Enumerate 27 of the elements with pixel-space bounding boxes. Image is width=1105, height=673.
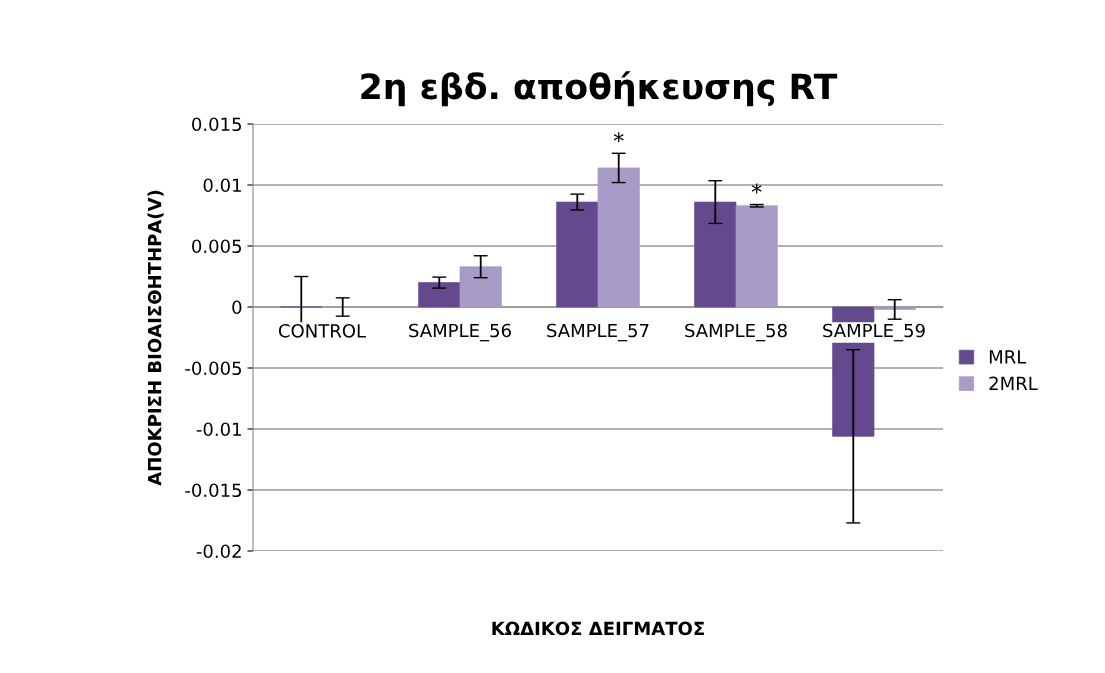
bar: [694, 201, 737, 308]
data-label: *: [613, 132, 624, 143]
x-axis-title: ΚΩΔΙΚΟΣ ΔΕΙΓΜΑΤΟΣ: [492, 621, 704, 636]
bar: [873, 306, 916, 310]
x-tick-label: SAMPLE_57: [547, 323, 649, 342]
x-tick-label: SAMPLE_58: [685, 323, 787, 342]
y-tick-label: -0.015: [185, 483, 242, 498]
bar: [735, 205, 778, 308]
chart-title: 2η εβδ. αποθήκευσης RT: [361, 71, 838, 107]
x-tick-label: SAMPLE_59: [823, 323, 925, 342]
bar: [556, 201, 599, 308]
y-tick-label: -0.01: [196, 422, 241, 437]
y-tick-label: -0.02: [196, 544, 241, 559]
data-label: *: [751, 183, 762, 194]
y-tick-label: 0.015: [192, 117, 242, 132]
y-tick-label: -0.005: [185, 361, 242, 376]
legend-label: MRL: [989, 350, 1027, 364]
y-tick-label: 0: [232, 300, 242, 315]
bar: [597, 167, 640, 308]
y-tick-label: 0.005: [192, 239, 242, 254]
legend-label: 2MRL: [989, 376, 1038, 390]
bar: [459, 266, 502, 308]
x-tick-label: CONTROL: [278, 323, 366, 338]
bar: [418, 282, 461, 308]
x-tick-label: SAMPLE_56: [409, 323, 511, 342]
y-axis-title: ΑΠΟΚΡΙΣΗ ΒΙΟΑΙΣΘΗΤΗΡΑ(V): [147, 190, 164, 486]
y-tick-label: 0.01: [203, 178, 241, 193]
